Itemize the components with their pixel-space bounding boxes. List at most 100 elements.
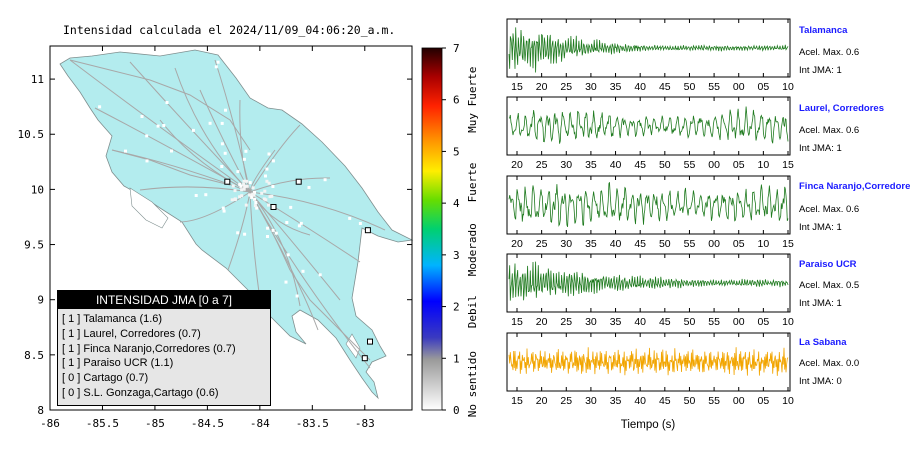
- town-dot: [271, 159, 275, 163]
- town-dot: [263, 189, 267, 193]
- town-dot: [295, 294, 299, 298]
- seismogram-tick-label: 55: [708, 81, 720, 93]
- map-x-tick-label: -85.5: [86, 417, 119, 430]
- town-dot: [240, 194, 244, 198]
- road: [139, 186, 251, 193]
- station-acel-laurel: Acel. Max. 0.6: [799, 125, 860, 136]
- map-x-tick-label: -86: [40, 417, 60, 430]
- map-x-tick-label: -84: [250, 417, 270, 430]
- station-acel-talamanca: Acel. Max. 0.6: [799, 47, 860, 58]
- town-dot: [233, 197, 237, 201]
- seismogram-tick-label: 25: [560, 81, 572, 93]
- station-name-laurel: Laurel, Corredores: [799, 103, 884, 114]
- seismogram-tick-label: 05: [733, 159, 745, 171]
- seismogram-tick-label: 30: [560, 238, 572, 250]
- town-dot: [270, 194, 274, 198]
- legend-entry: [ 1 ] Finca Naranjo,Corredores (0.7): [62, 342, 236, 355]
- town-dot: [208, 121, 212, 125]
- colorbar-tick-label: 4: [453, 197, 460, 210]
- intensity-legend: INTENSIDAD JMA [0 a 7] [ 1 ] Talamanca (…: [57, 290, 271, 406]
- town-dot: [222, 209, 226, 213]
- station-acel-la-sabana: Acel. Max. 0.0: [799, 358, 860, 369]
- colorbar-ticks: 0 1 2 3 4 5 6 7: [442, 42, 460, 417]
- town-dot: [216, 60, 220, 64]
- seismogram-tick-label: 30: [585, 81, 597, 93]
- town-dot: [268, 195, 272, 199]
- town-dot: [204, 193, 208, 197]
- seismogram-tick-label: 40: [634, 316, 646, 328]
- seismogram-tick-label: 30: [585, 395, 597, 407]
- road: [249, 191, 261, 301]
- colorbar-category-label: No sentido: [466, 351, 479, 417]
- town-dot: [254, 201, 258, 204]
- town-dot: [220, 165, 224, 168]
- station-marker: [224, 178, 231, 185]
- colorbar-category-label: Debil: [466, 295, 479, 328]
- seismogram-tick-label: 20: [511, 159, 523, 171]
- station-name-talamanca: Talamanca: [799, 25, 848, 36]
- seismogram-panel: 20 25 30 35 40 45 50 55 00 05 10 15: [506, 175, 794, 250]
- seismogram-tick-label: 20: [536, 395, 548, 407]
- town-dot: [236, 231, 240, 235]
- waveform-line: [508, 182, 789, 228]
- town-dot: [140, 115, 144, 118]
- seismogram-tick-label: 00: [733, 316, 745, 328]
- town-dot: [244, 149, 248, 153]
- legend-title: INTENSIDAD JMA [0 a 7]: [58, 291, 270, 309]
- colorbar-tick-label: 6: [453, 94, 460, 107]
- seismogram-tick-label: 50: [684, 316, 696, 328]
- map-x-tick-label: -83: [355, 417, 375, 430]
- town-dot: [236, 170, 240, 174]
- map-y-tick-label: 8: [37, 404, 44, 417]
- town-dot: [191, 128, 195, 132]
- seismogram-tick-label: 25: [560, 316, 572, 328]
- seismogram-panel: 15 20 25 30 35 40 45 50 55 00 05 10: [506, 332, 794, 407]
- waveform-line: [508, 106, 789, 144]
- seismogram-panels: 15 20 25 30 35 40 45 50 55 00 05 10 20 25 30 35 40 45 50 55…: [506, 18, 794, 407]
- seismogram-panel: 20 25 30 35 40 45 50 55 00 05 10 15: [506, 96, 794, 171]
- town-markers: [98, 60, 364, 298]
- seismogram-panel: 15 20 25 30 35 40 45 50 55 00 05 10: [506, 253, 794, 328]
- legend-entry: [ 1 ] Laurel, Corredores (0.7): [62, 327, 201, 340]
- road: [214, 59, 251, 193]
- seismogram-tick-label: 10: [758, 159, 770, 171]
- map-y-tick-label: 9.5: [24, 239, 44, 252]
- town-dot: [220, 121, 224, 125]
- town-dot: [286, 253, 290, 257]
- map-y-axis: 8 8.5 9 9.5 10 10.5 11: [18, 73, 412, 417]
- station-acel-paraiso: Acel. Max. 0.5: [799, 280, 860, 291]
- town-dot: [242, 183, 246, 187]
- town-dot: [231, 184, 235, 188]
- legend-entry: [ 1 ] Paraiso UCR (1.1): [62, 357, 174, 370]
- colorbar-category-label: Moderado: [466, 223, 479, 276]
- town-dot: [98, 105, 102, 109]
- town-dot: [284, 280, 288, 284]
- seismogram-tick-label: 15: [511, 316, 523, 328]
- seismogram-tick-label: 00: [708, 159, 720, 171]
- seismogram-tick-label: 40: [610, 159, 622, 171]
- seismogram-tick-label: 15: [511, 395, 523, 407]
- town-dot: [240, 188, 244, 192]
- station-jma-paraiso: Int JMA: 1: [799, 298, 842, 309]
- seismogram-tick-label: 15: [782, 159, 794, 171]
- seismogram-tick-label: 35: [610, 316, 622, 328]
- seismogram-tick-label: 25: [536, 238, 548, 250]
- seismogram-tick-label: 35: [610, 395, 622, 407]
- town-dot: [244, 203, 248, 207]
- town-dot: [156, 124, 160, 128]
- station-jma-laurel: Int JMA: 1: [799, 143, 842, 154]
- town-dot: [253, 197, 257, 201]
- town-dot: [233, 189, 237, 193]
- town-dot: [242, 179, 246, 183]
- station-acel-finca-naranjo: Acel. Max. 0.6: [799, 204, 860, 215]
- map-y-tick-label: 10: [31, 183, 44, 196]
- town-dot: [242, 187, 246, 191]
- town-dot: [358, 222, 362, 225]
- station-name-finca-naranjo: Finca Naranjo,Corredores: [799, 181, 910, 192]
- station-jma-la-sabana: Int JMA: 0: [799, 376, 842, 387]
- town-dot: [251, 186, 255, 190]
- town-dot: [230, 198, 234, 202]
- seismogram-tick-label: 45: [634, 238, 646, 250]
- town-dot: [251, 192, 255, 196]
